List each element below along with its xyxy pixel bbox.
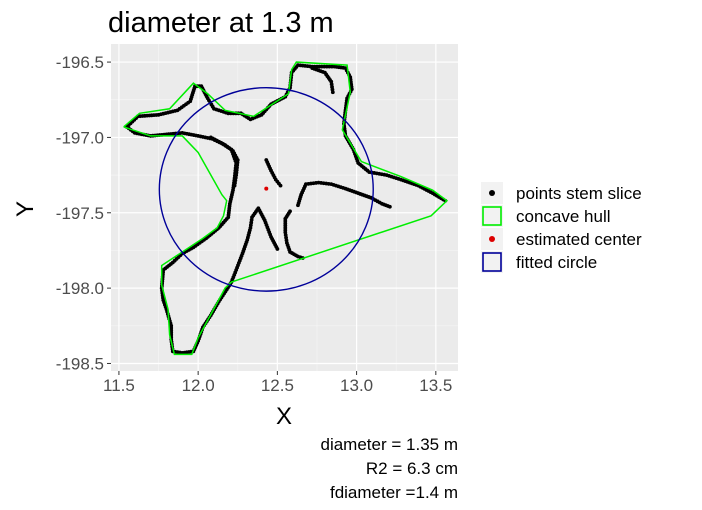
stem-point (387, 204, 392, 209)
x-tick-label: 12.5 (261, 376, 294, 395)
concave-hull-line (123, 61, 449, 356)
y-tick-label: -197.5 (56, 204, 104, 223)
legend-label: points stem slice (516, 184, 642, 203)
fit-summary: diameter = 1.35 m R2 = 6.3 cm fdiameter … (321, 433, 459, 505)
fitted-circle-line (158, 87, 374, 292)
y-axis-title: Y (12, 201, 39, 217)
x-axis-title: X (276, 403, 292, 430)
stem-point (232, 183, 237, 188)
y-tick-label: -198.5 (56, 354, 104, 373)
caption-diameter: diameter = 1.35 m (320, 435, 459, 454)
caption-fdiameter: fdiameter =1.4 m (329, 483, 458, 502)
y-tick-label: -198.0 (56, 279, 104, 298)
legend-key-point (489, 236, 495, 242)
estimated-center-point (264, 186, 269, 191)
stem-point (330, 90, 335, 95)
panel-background (111, 44, 458, 371)
legend-label: estimated center (516, 230, 642, 249)
x-tick-label: 11.5 (103, 376, 135, 395)
legend-label: concave hull (516, 207, 611, 226)
stem-point (278, 183, 283, 188)
legend-key-point (489, 190, 495, 196)
legend-key-square (482, 206, 502, 226)
chart-title: diameter at 1.3 m (108, 7, 334, 39)
axes: 11.5 12.0 12.5 13.0 13.5 -196.5 -197.0 -197.5 -1… (56, 53, 453, 395)
plot-area (111, 44, 458, 371)
legend-key-square (482, 252, 502, 272)
legend-label: fitted circle (516, 253, 597, 272)
legend: points stem slice concave hull estimated c… (481, 182, 642, 273)
caption-r2: R2 = 6.3 cm (365, 459, 458, 478)
stem-point (275, 247, 280, 251)
x-tick-label: 13.5 (419, 376, 452, 395)
y-tick-label: -197.0 (56, 128, 104, 147)
legend-key-background (481, 205, 503, 227)
y-tick-label: -196.5 (56, 53, 104, 72)
legend-key-background (481, 251, 503, 273)
x-tick-label: 12.0 (182, 376, 215, 395)
x-tick-label: 13.0 (340, 376, 373, 395)
